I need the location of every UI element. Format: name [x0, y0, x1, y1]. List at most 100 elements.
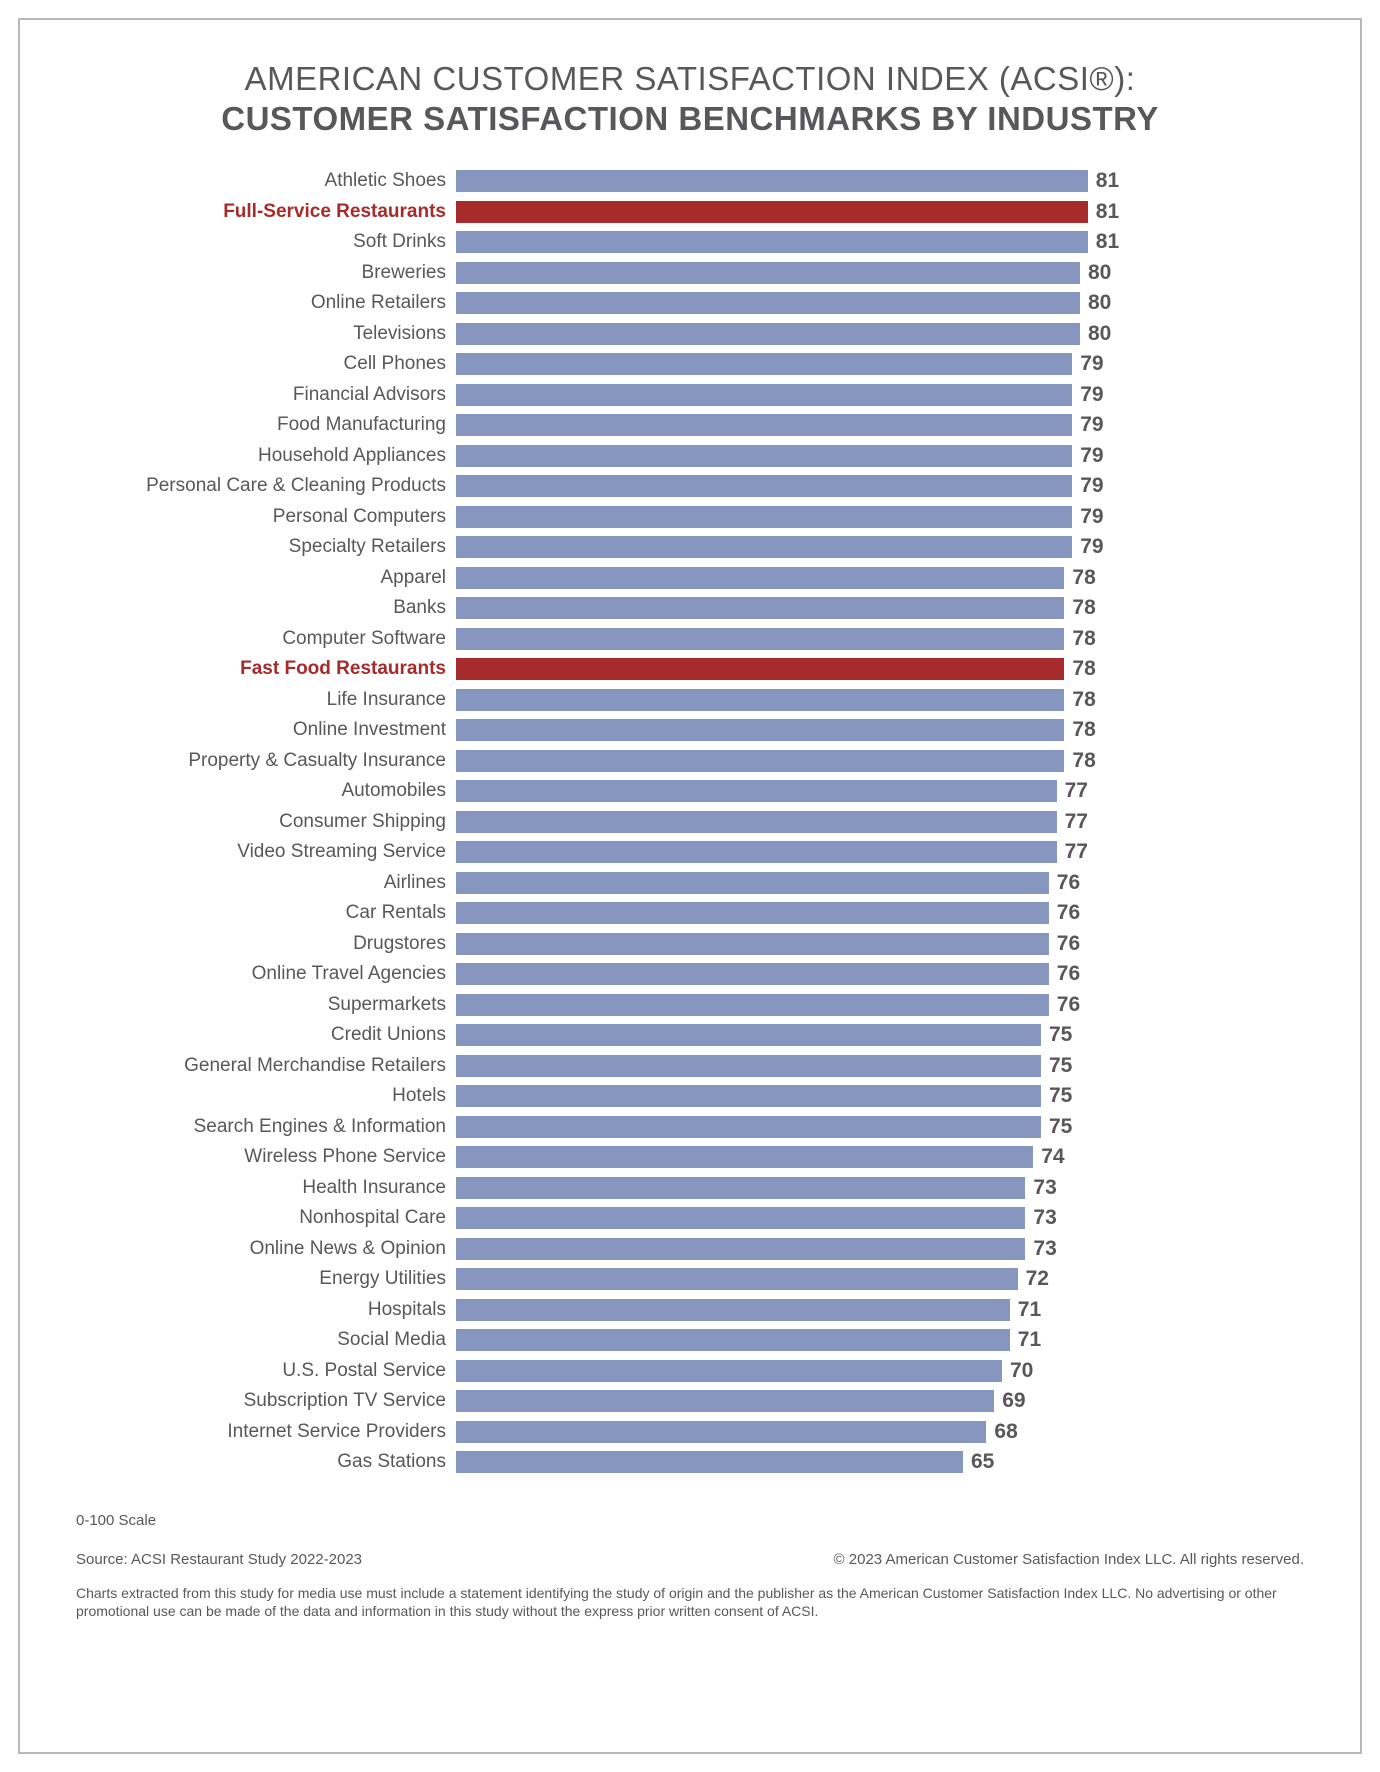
bar-value: 80	[1088, 261, 1111, 285]
bar-label: Airlines	[76, 872, 456, 894]
bar	[456, 933, 1049, 955]
chart-row: Online Retailers80	[76, 288, 1304, 319]
bar-value: 71	[1018, 1298, 1041, 1322]
bar	[456, 475, 1072, 497]
source-row: Source: ACSI Restaurant Study 2022-2023 …	[76, 1551, 1304, 1568]
bar	[456, 1268, 1018, 1290]
bar	[456, 1421, 986, 1443]
bar-area: 78	[456, 624, 1304, 655]
chart-row: Household Appliances79	[76, 441, 1304, 472]
bar-area: 75	[456, 1112, 1304, 1143]
chart-row: Food Manufacturing79	[76, 410, 1304, 441]
chart-row: U.S. Postal Service70	[76, 1356, 1304, 1387]
bar-label: Online News & Opinion	[76, 1238, 456, 1260]
bar	[456, 1177, 1025, 1199]
bar-area: 76	[456, 898, 1304, 929]
bar	[456, 353, 1072, 375]
bar-area: 79	[456, 441, 1304, 472]
bar-value: 65	[971, 1450, 994, 1474]
bar-area: 75	[456, 1081, 1304, 1112]
chart-row: Energy Utilities72	[76, 1264, 1304, 1295]
bar-value: 80	[1088, 291, 1111, 315]
chart-row: Drugstores76	[76, 929, 1304, 960]
bar-area: 76	[456, 959, 1304, 990]
chart-row: Subscription TV Service69	[76, 1386, 1304, 1417]
bar-label: Breweries	[76, 262, 456, 284]
bar	[456, 262, 1080, 284]
bar-area: 75	[456, 1051, 1304, 1082]
bar-value: 78	[1072, 718, 1095, 742]
bar-value: 79	[1080, 444, 1103, 468]
chart-row: Athletic Shoes81	[76, 166, 1304, 197]
bar-label: Full-Service Restaurants	[76, 201, 456, 223]
bar-value: 73	[1033, 1176, 1056, 1200]
chart-row: Soft Drinks81	[76, 227, 1304, 258]
bar	[456, 597, 1064, 619]
chart-row: Banks 78	[76, 593, 1304, 624]
bar-area: 76	[456, 929, 1304, 960]
bar-label: Food Manufacturing	[76, 414, 456, 436]
chart-row: Online Investment78	[76, 715, 1304, 746]
chart-row: Supermarkets76	[76, 990, 1304, 1021]
bar	[456, 231, 1088, 253]
bar-value: 68	[994, 1420, 1017, 1444]
chart-row: Credit Unions 75	[76, 1020, 1304, 1051]
bar-value: 75	[1049, 1023, 1072, 1047]
bar	[456, 1390, 994, 1412]
bar-area: 78	[456, 654, 1304, 685]
source-text: Source: ACSI Restaurant Study 2022-2023	[76, 1551, 362, 1568]
bar-label: Credit Unions	[76, 1024, 456, 1046]
bar-value: 77	[1065, 840, 1088, 864]
bar-value: 78	[1072, 596, 1095, 620]
chart-row: Automobiles77	[76, 776, 1304, 807]
bar-label: Video Streaming Service	[76, 841, 456, 863]
chart-row: Cell Phones79	[76, 349, 1304, 380]
bar-label: Subscription TV Service	[76, 1390, 456, 1412]
bar-label: Online Travel Agencies	[76, 963, 456, 985]
chart-row: Wireless Phone Service74	[76, 1142, 1304, 1173]
chart-row: Hotels75	[76, 1081, 1304, 1112]
bar-area: 77	[456, 776, 1304, 807]
chart-row: Online News & Opinion73	[76, 1234, 1304, 1265]
bar-area: 77	[456, 807, 1304, 838]
bar-label: Computer Software	[76, 628, 456, 650]
bar-area: 79	[456, 502, 1304, 533]
chart-row: Fast Food Restaurants78	[76, 654, 1304, 685]
bar	[456, 170, 1088, 192]
bar-value: 76	[1057, 871, 1080, 895]
bar-area: 78	[456, 685, 1304, 716]
chart-row: Hospitals 71	[76, 1295, 1304, 1326]
bar-label: Automobiles	[76, 780, 456, 802]
bar	[456, 201, 1088, 223]
bar	[456, 506, 1072, 528]
bar	[456, 780, 1057, 802]
bar-label: Hospitals	[76, 1299, 456, 1321]
bar-value: 71	[1018, 1328, 1041, 1352]
bar-label: Wireless Phone Service	[76, 1146, 456, 1168]
chart-row: Social Media71	[76, 1325, 1304, 1356]
bar-area: 79	[456, 380, 1304, 411]
bar-value: 75	[1049, 1054, 1072, 1078]
bar-label: Televisions	[76, 323, 456, 345]
bar-label: Banks	[76, 597, 456, 619]
bar-label: Cell Phones	[76, 353, 456, 375]
bar-area: 65	[456, 1447, 1304, 1478]
title-block: AMERICAN CUSTOMER SATISFACTION INDEX (AC…	[76, 60, 1304, 138]
bar-label: Specialty Retailers	[76, 536, 456, 558]
bar	[456, 994, 1049, 1016]
chart-row: Search Engines & Information75	[76, 1112, 1304, 1143]
bar-value: 80	[1088, 322, 1111, 346]
bar-value: 78	[1072, 688, 1095, 712]
chart-row: Property & Casualty Insurance78	[76, 746, 1304, 777]
chart-row: Apparel78	[76, 563, 1304, 594]
bar-value: 76	[1057, 962, 1080, 986]
chart-row: Financial Advisors79	[76, 380, 1304, 411]
chart-row: Consumer Shipping77	[76, 807, 1304, 838]
chart-row: Televisions 80	[76, 319, 1304, 350]
bar-area: 68	[456, 1417, 1304, 1448]
bar-area: 80	[456, 258, 1304, 289]
bar-value: 78	[1072, 657, 1095, 681]
bar-value: 78	[1072, 627, 1095, 651]
bar	[456, 750, 1064, 772]
bar-area: 78	[456, 593, 1304, 624]
